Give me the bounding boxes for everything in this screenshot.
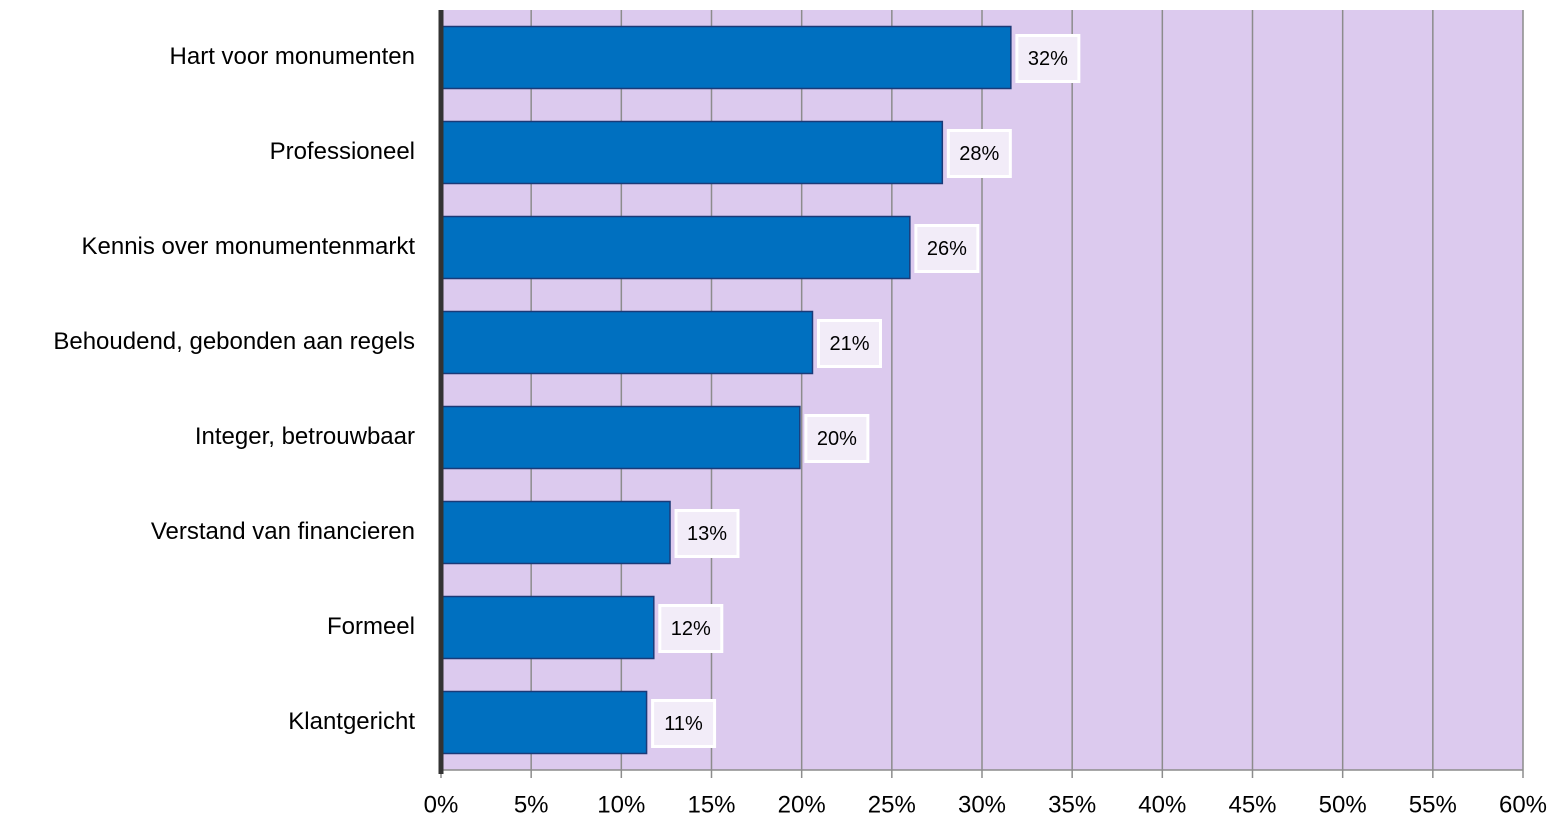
value-label-box — [674, 509, 740, 558]
value-label-box — [651, 699, 717, 748]
bar — [440, 690, 648, 755]
y-tick-label: Hart voor monumenten — [170, 43, 415, 70]
x-tick-label: 10% — [597, 791, 645, 818]
y-tick-label: Behoudend, gebonden aan regels — [53, 328, 415, 355]
value-label: 26% — [927, 238, 967, 260]
x-tick-label: 25% — [868, 791, 916, 818]
x-tick-label: 20% — [778, 791, 826, 818]
value-label-box — [946, 129, 1012, 178]
value-label-box — [914, 224, 980, 273]
value-label-box — [816, 319, 882, 368]
x-tick-label: 5% — [514, 791, 549, 818]
value-label: 20% — [817, 428, 857, 450]
x-tick-label: 45% — [1228, 791, 1276, 818]
x-tick-label: 40% — [1138, 791, 1186, 818]
bar — [440, 310, 814, 375]
value-label: 11% — [664, 713, 703, 735]
value-label: 13% — [687, 523, 727, 545]
x-tick-label: 60% — [1499, 791, 1547, 818]
bar — [440, 25, 1012, 90]
value-label: 12% — [671, 618, 711, 640]
y-tick-label: Integer, betrouwbaar — [195, 423, 415, 450]
x-tick-label: 55% — [1409, 791, 1457, 818]
bar — [440, 215, 911, 280]
bar — [440, 120, 944, 185]
y-tick-label: Formeel — [327, 613, 415, 640]
x-tick-label: 15% — [687, 791, 735, 818]
value-label: 21% — [829, 333, 869, 355]
y-tick-label: Klantgericht — [288, 708, 415, 735]
value-label: 28% — [959, 143, 999, 165]
y-tick-label: Professioneel — [270, 138, 415, 165]
x-tick-label: 35% — [1048, 791, 1096, 818]
y-tick-label: Kennis over monumentenmarkt — [82, 233, 416, 260]
y-tick-label: Verstand van financieren — [151, 518, 415, 545]
bar — [440, 405, 801, 470]
x-tick-label: 30% — [958, 791, 1006, 818]
value-label-box — [1015, 34, 1081, 83]
bar — [440, 595, 655, 660]
x-tick-label: 0% — [424, 791, 459, 818]
value-label: 32% — [1028, 48, 1068, 70]
value-label-box — [804, 414, 870, 463]
value-label-box — [658, 604, 724, 653]
bar — [440, 500, 671, 565]
x-tick-label: 50% — [1319, 791, 1367, 818]
